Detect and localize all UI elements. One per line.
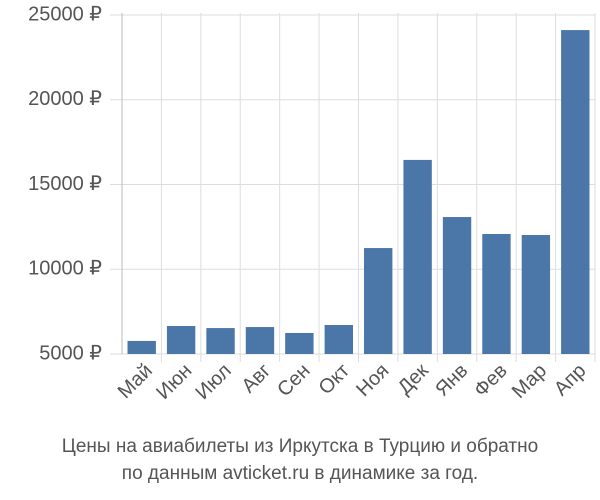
y-tick-label: 5000 ₽ (39, 342, 102, 364)
bar (364, 248, 393, 354)
y-tick-label: 15000 ₽ (28, 173, 102, 195)
y-tick-label: 25000 ₽ (28, 3, 102, 25)
bar (245, 327, 275, 354)
bar (206, 328, 235, 354)
x-tick-label: Авг (238, 360, 276, 398)
bar (482, 233, 511, 354)
x-tick-label: Дек (394, 360, 433, 399)
x-tick-label: Июн (152, 360, 196, 404)
y-tick-label: 10000 ₽ (28, 258, 102, 280)
x-tick-label: Окт (315, 360, 354, 399)
bar (166, 326, 196, 354)
x-tick-label: Апр (550, 360, 591, 401)
bar (561, 30, 590, 354)
bar (127, 340, 156, 354)
bar (403, 159, 432, 354)
x-tick-label: Фев (470, 360, 512, 402)
bar (442, 217, 472, 354)
x-tick-label: Сен (273, 360, 314, 401)
chart-title: Цены на авиабилеты из Иркутска в Турцию … (62, 436, 538, 457)
chart-subtitle: по данным avticket.ru в динамике за год. (122, 463, 478, 484)
x-tick-label: Мар (508, 360, 551, 403)
x-tick-label: Май (114, 360, 157, 403)
bar (521, 235, 551, 354)
x-tick-label: Июл (192, 360, 236, 404)
bar (285, 332, 314, 354)
x-tick-label: Ноя (352, 360, 393, 401)
y-tick-label: 20000 ₽ (28, 88, 102, 110)
x-tick-label: Янв (431, 360, 472, 401)
bar (324, 325, 353, 354)
